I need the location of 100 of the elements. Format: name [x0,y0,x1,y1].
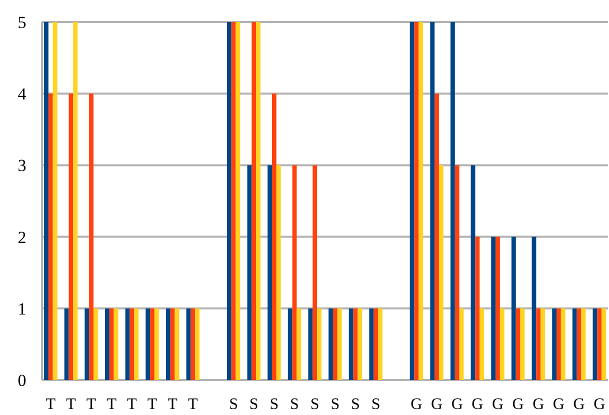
x-tick-label: T [106,396,117,413]
bar [247,165,252,380]
x-tick-label: T [147,396,158,413]
x-tick-label: G [552,396,565,413]
bar [68,94,74,380]
bar [89,94,94,380]
bar [130,308,134,380]
bar [556,308,561,380]
bar [540,308,545,380]
bar [288,308,292,380]
x-tick-label: G [430,396,443,413]
bar [114,308,118,380]
x-tick-label: S [371,396,380,413]
bar [532,236,536,380]
bar [146,308,150,380]
x-tick-label: G [573,396,586,413]
bar [134,308,139,380]
bar [353,308,358,380]
y-tick-label: 1 [18,299,26,318]
y-tick-label: 3 [18,156,26,176]
bar [572,308,577,380]
x-tick-label: G [512,396,524,413]
x-tick-label: G [410,396,423,413]
bar [491,236,496,380]
bar [174,308,180,380]
y-tick-label: 2 [18,228,26,247]
bar [516,308,520,380]
bar [231,22,236,380]
bar [581,308,586,380]
x-tick-label: T [86,396,96,413]
bar [450,22,455,380]
bar [64,308,69,380]
x-tick-label: S [330,396,340,413]
bar [73,22,78,380]
bar [475,236,480,380]
bar [560,308,566,380]
bar [511,236,516,380]
bar [414,22,419,380]
bar [459,308,464,380]
x-tick-label: T [127,396,138,413]
x-tick-label: S [229,396,238,413]
bar [358,308,362,380]
bar [592,308,598,380]
bar [154,308,159,380]
x-tick-label: S [351,396,360,413]
bar [84,308,90,380]
bar [109,308,114,380]
bar [150,308,154,380]
bar [292,165,297,380]
bar [195,308,200,380]
bar [552,308,557,380]
bar [252,22,256,380]
x-tick-label: T [66,396,76,413]
bar [454,165,460,380]
bar [410,22,414,380]
y-tick-label: 5 [18,12,26,32]
x-tick-label: S [249,396,258,413]
bar [125,308,130,380]
x-tick-label: G [451,396,464,413]
bar [296,308,302,380]
x-tick-label: S [290,396,299,413]
bar [597,308,602,380]
bar [308,308,313,380]
bar [276,165,281,380]
bar [105,308,110,380]
bar [520,308,525,380]
bar [44,22,48,380]
bar [190,308,196,380]
x-tick-label: S [270,396,279,413]
bar [48,94,53,380]
x-tick-label: G [492,396,504,413]
bar [418,22,424,380]
bar [93,308,98,380]
x-tick-label: T [168,396,178,413]
bar [52,22,58,380]
x-tick-label: G [472,396,484,413]
bar [434,94,439,380]
x-tick-label: G [594,396,606,413]
bar [496,236,500,380]
y-tick-label: 4 [18,84,27,104]
bar [268,165,272,380]
bar [317,308,322,380]
bar [374,308,378,380]
bar [438,165,444,380]
bar [470,165,476,380]
bar [272,94,276,380]
bar [430,22,435,380]
bar [226,22,232,380]
bar [332,308,338,380]
bar [576,308,582,380]
bar [256,22,260,380]
y-tick-label: 0 [18,370,26,390]
bar [369,308,374,380]
x-tick-label: S [310,396,320,413]
x-tick-label: G [532,396,545,413]
bar [348,308,354,380]
bar [602,308,606,380]
bar [328,308,333,380]
bar [480,308,484,380]
bar [536,308,541,380]
